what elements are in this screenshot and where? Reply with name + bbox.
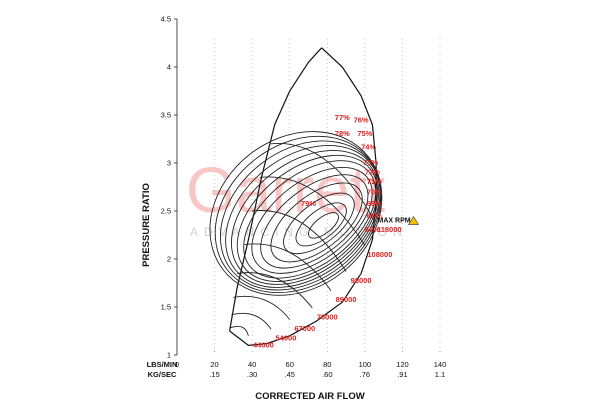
x-tick-label: 140 <box>434 360 447 369</box>
efficiency-island <box>283 192 355 255</box>
speed-line <box>233 295 291 320</box>
efficiency-label: 78% <box>335 129 350 138</box>
speed-line <box>270 142 375 221</box>
max-rpm-label: MAX RPM <box>378 218 411 225</box>
y-tick-label: 2.5 <box>161 207 171 216</box>
speed-line-label: 108000 <box>367 250 392 259</box>
y-tick-label: 3 <box>167 159 171 168</box>
surge-line <box>229 47 323 332</box>
efficiency-label: 76% <box>354 116 369 125</box>
efficiency-island <box>270 182 363 263</box>
speed-line-label: 44000 <box>253 340 274 349</box>
efficiency-island <box>209 131 383 296</box>
efficiency-label: 60% <box>365 225 380 234</box>
speed-line <box>237 272 313 309</box>
efficiency-island <box>295 202 347 247</box>
efficiency-label: 68% <box>367 199 382 208</box>
choke-line <box>229 47 377 347</box>
x-tick-label: 20 <box>210 360 218 369</box>
y-tick-label: 3.5 <box>161 111 171 120</box>
y-tick-label: 1 <box>167 351 171 360</box>
x-row-lbs-label: LBS/MIN <box>147 360 178 369</box>
efficiency-island <box>251 167 373 274</box>
warning-icon <box>407 215 420 225</box>
efficiency-island <box>225 145 381 288</box>
x-tick-kg-label: .60 <box>322 370 332 379</box>
x-tick-label: 0 <box>175 360 179 369</box>
x-tick-kg-label: 1.1 <box>435 370 445 379</box>
speed-line <box>231 312 272 330</box>
map-lines <box>209 47 383 347</box>
x-tick-label: 60 <box>286 360 294 369</box>
efficiency-label: 73% <box>363 158 378 167</box>
x-tick-kg-label: .91 <box>397 370 407 379</box>
efficiency-island <box>230 149 380 285</box>
efficiency-label: 72% <box>365 168 380 177</box>
speed-line-label: 67000 <box>294 324 315 333</box>
efficiency-label: 65% <box>367 212 382 221</box>
y-tick-label: 2 <box>167 255 171 264</box>
speed-line-label: 98000 <box>351 276 372 285</box>
efficiency-label: 75% <box>357 129 372 138</box>
x-tick-kg-label: .76 <box>360 370 370 379</box>
x-tick-kg-label: .45 <box>284 370 294 379</box>
efficiency-island <box>243 160 377 279</box>
y-tick-label: 1.5 <box>161 303 171 312</box>
speed-line-label: 118000 <box>377 225 402 234</box>
x-tick-label: 40 <box>248 360 256 369</box>
speed-line-label: 78000 <box>317 312 338 321</box>
efficiency-island <box>214 135 382 294</box>
speed-line-label: 54000 <box>276 334 297 343</box>
efficiency-label: 74% <box>361 143 376 152</box>
x-tick-label: 80 <box>323 360 331 369</box>
efficiency-label: 71% <box>367 177 382 186</box>
y-tick-label: 4.5 <box>161 15 171 24</box>
x-axis-title: CORRECTED AIR FLOW <box>255 391 364 402</box>
speed-line <box>229 325 249 336</box>
efficiency-island <box>219 140 382 291</box>
efficiency-label: 77% <box>335 113 350 122</box>
speed-line-label: 89000 <box>336 295 357 304</box>
x-tick-kg-label: .30 <box>247 370 257 379</box>
x-tick-label: 120 <box>396 360 409 369</box>
efficiency-island <box>260 174 369 269</box>
efficiency-label: 70% <box>367 188 382 197</box>
efficiency-island <box>236 154 379 282</box>
x-tick-label: 100 <box>359 360 372 369</box>
x-row-kg-label: KG/SEC <box>148 370 177 379</box>
y-axis-title: PRESSURE RATIO <box>141 183 152 267</box>
efficiency-label: 79% <box>301 199 316 208</box>
efficiency-island <box>308 212 339 239</box>
y-tick-label: 4 <box>167 63 171 72</box>
x-tick-kg-label: .15 <box>209 370 219 379</box>
